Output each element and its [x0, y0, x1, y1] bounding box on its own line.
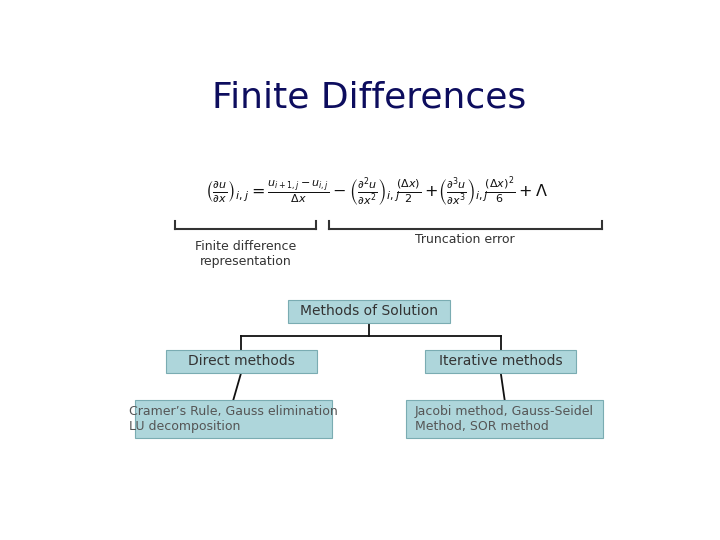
- FancyBboxPatch shape: [406, 400, 603, 438]
- FancyBboxPatch shape: [135, 400, 332, 438]
- Text: Direct methods: Direct methods: [188, 354, 294, 368]
- Text: Finite Differences: Finite Differences: [212, 80, 526, 114]
- FancyBboxPatch shape: [426, 350, 576, 373]
- FancyBboxPatch shape: [166, 350, 317, 373]
- Text: Cramer’s Rule, Gauss elimination
LU decomposition: Cramer’s Rule, Gauss elimination LU deco…: [129, 405, 338, 433]
- Text: Iterative methods: Iterative methods: [439, 354, 562, 368]
- Text: Truncation error: Truncation error: [415, 233, 515, 246]
- Text: Methods of Solution: Methods of Solution: [300, 304, 438, 318]
- Text: Finite difference
representation: Finite difference representation: [195, 240, 297, 268]
- FancyBboxPatch shape: [287, 300, 451, 323]
- Text: Jacobi method, Gauss-Seidel
Method, SOR method: Jacobi method, Gauss-Seidel Method, SOR …: [415, 405, 594, 433]
- Text: $\left(\frac{\partial u}{\partial x}\right)_{i,j}=\frac{u_{i+1,j}-u_{i,j}}{\Delt: $\left(\frac{\partial u}{\partial x}\rig…: [205, 174, 548, 209]
